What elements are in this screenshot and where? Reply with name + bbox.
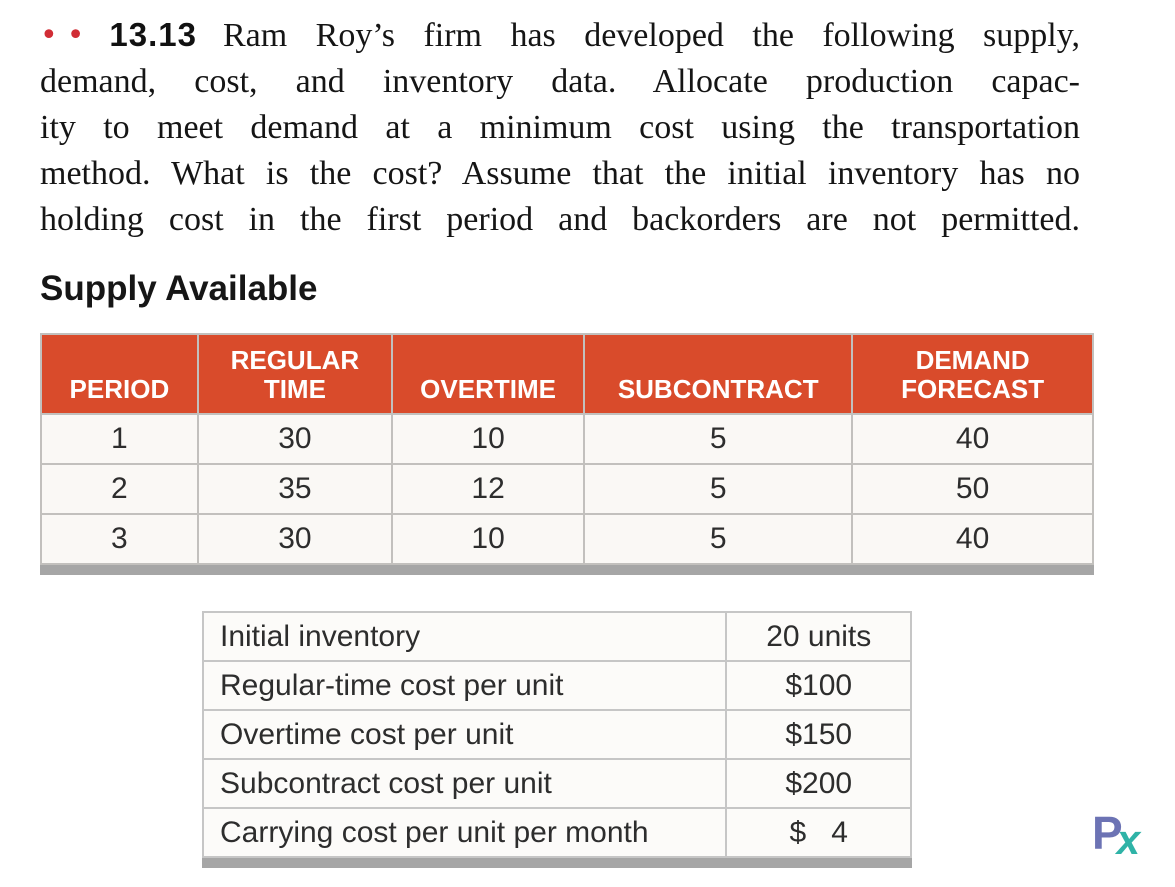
cost-label: Initial inventory [204, 613, 726, 660]
page: •• 13.13 Ram Roy’s firm has developed the … [40, 12, 1140, 868]
header-cell-subcontract: SUBCONTRACT [585, 335, 852, 413]
supply-cell: 5 [585, 415, 852, 463]
cost-value: 20 units [727, 613, 910, 660]
px-logo-x: x [1116, 816, 1141, 863]
supply-row-2: 2 35 12 5 50 [42, 465, 1092, 513]
cost-label: Overtime cost per unit [204, 711, 726, 758]
cost-value: $ 4 [727, 809, 910, 856]
cost-value: $200 [727, 760, 910, 807]
cost-value: $100 [727, 662, 910, 709]
supply-cell: 50 [853, 465, 1092, 513]
cost-label: Carrying cost per unit per month [204, 809, 726, 856]
supply-table-bottom-bar [40, 565, 1094, 575]
supply-row-1: 1 30 10 5 40 [42, 415, 1092, 463]
difficulty-dots-icon: •• [40, 18, 94, 53]
supply-cell: 10 [392, 415, 584, 463]
cost-label: Subcontract cost per unit [204, 760, 726, 807]
header-cell-regular-time: REGULAR TIME [198, 335, 391, 413]
cost-row: Carrying cost per unit per month $ 4 [204, 809, 910, 856]
supply-cell: 1 [42, 415, 197, 463]
supply-row-3: 3 30 10 5 40 [42, 515, 1092, 563]
problem-line-2: demand, cost, and inventory data. Alloca… [40, 63, 1080, 100]
supply-cell: 40 [853, 515, 1092, 563]
cost-row: Initial inventory 20 units [204, 613, 910, 660]
problem-text: Ram Roy’s firm has developed the followi… [222, 17, 1080, 54]
header-cell-period: PERIOD [42, 335, 197, 413]
cost-value: $150 [727, 711, 910, 758]
supply-cell: 5 [585, 515, 852, 563]
supply-cell: 10 [392, 515, 584, 563]
problem-statement: •• 13.13 Ram Roy’s firm has developed the … [40, 12, 1080, 243]
supply-table: PERIOD REGULAR TIME OVERTIME SUBCONTRACT… [40, 333, 1094, 565]
section-heading: Supply Available [40, 269, 318, 308]
problem-line-4: method. What is the cost? Assume that th… [40, 155, 1080, 192]
px-logo-p: P [1092, 807, 1123, 859]
cost-row: Overtime cost per unit $150 [204, 711, 910, 758]
cost-table-container: Initial inventory 20 units Regular-time … [202, 611, 1140, 868]
supply-cell: 12 [392, 465, 584, 513]
header-cell-overtime: OVERTIME [392, 335, 584, 413]
px-logo: Px [1092, 807, 1144, 861]
supply-cell: 30 [198, 515, 391, 563]
supply-cell: 3 [42, 515, 197, 563]
header-cell-demand-forecast: DEMAND FORECAST [853, 335, 1092, 413]
supply-cell: 30 [198, 415, 391, 463]
supply-cell: 2 [42, 465, 197, 513]
supply-cell: 35 [198, 465, 391, 513]
supply-cell: 5 [585, 465, 852, 513]
supply-header-row: PERIOD REGULAR TIME OVERTIME SUBCONTRACT… [42, 335, 1092, 413]
cost-label: Regular-time cost per unit [204, 662, 726, 709]
problem-number: 13.13 [109, 16, 197, 53]
problem-line-3: ity to meet demand at a minimum cost usi… [40, 109, 1080, 146]
cost-table: Initial inventory 20 units Regular-time … [202, 611, 912, 858]
problem-line-1: •• 13.13 Ram Roy’s firm has developed the … [40, 12, 1080, 59]
cost-row: Regular-time cost per unit $100 [204, 662, 910, 709]
supply-cell: 40 [853, 415, 1092, 463]
cost-table-bottom-bar [202, 858, 912, 868]
problem-line-5: holding cost in the first period and bac… [40, 201, 1080, 238]
supply-table-container: PERIOD REGULAR TIME OVERTIME SUBCONTRACT… [40, 333, 1094, 575]
cost-row: Subcontract cost per unit $200 [204, 760, 910, 807]
